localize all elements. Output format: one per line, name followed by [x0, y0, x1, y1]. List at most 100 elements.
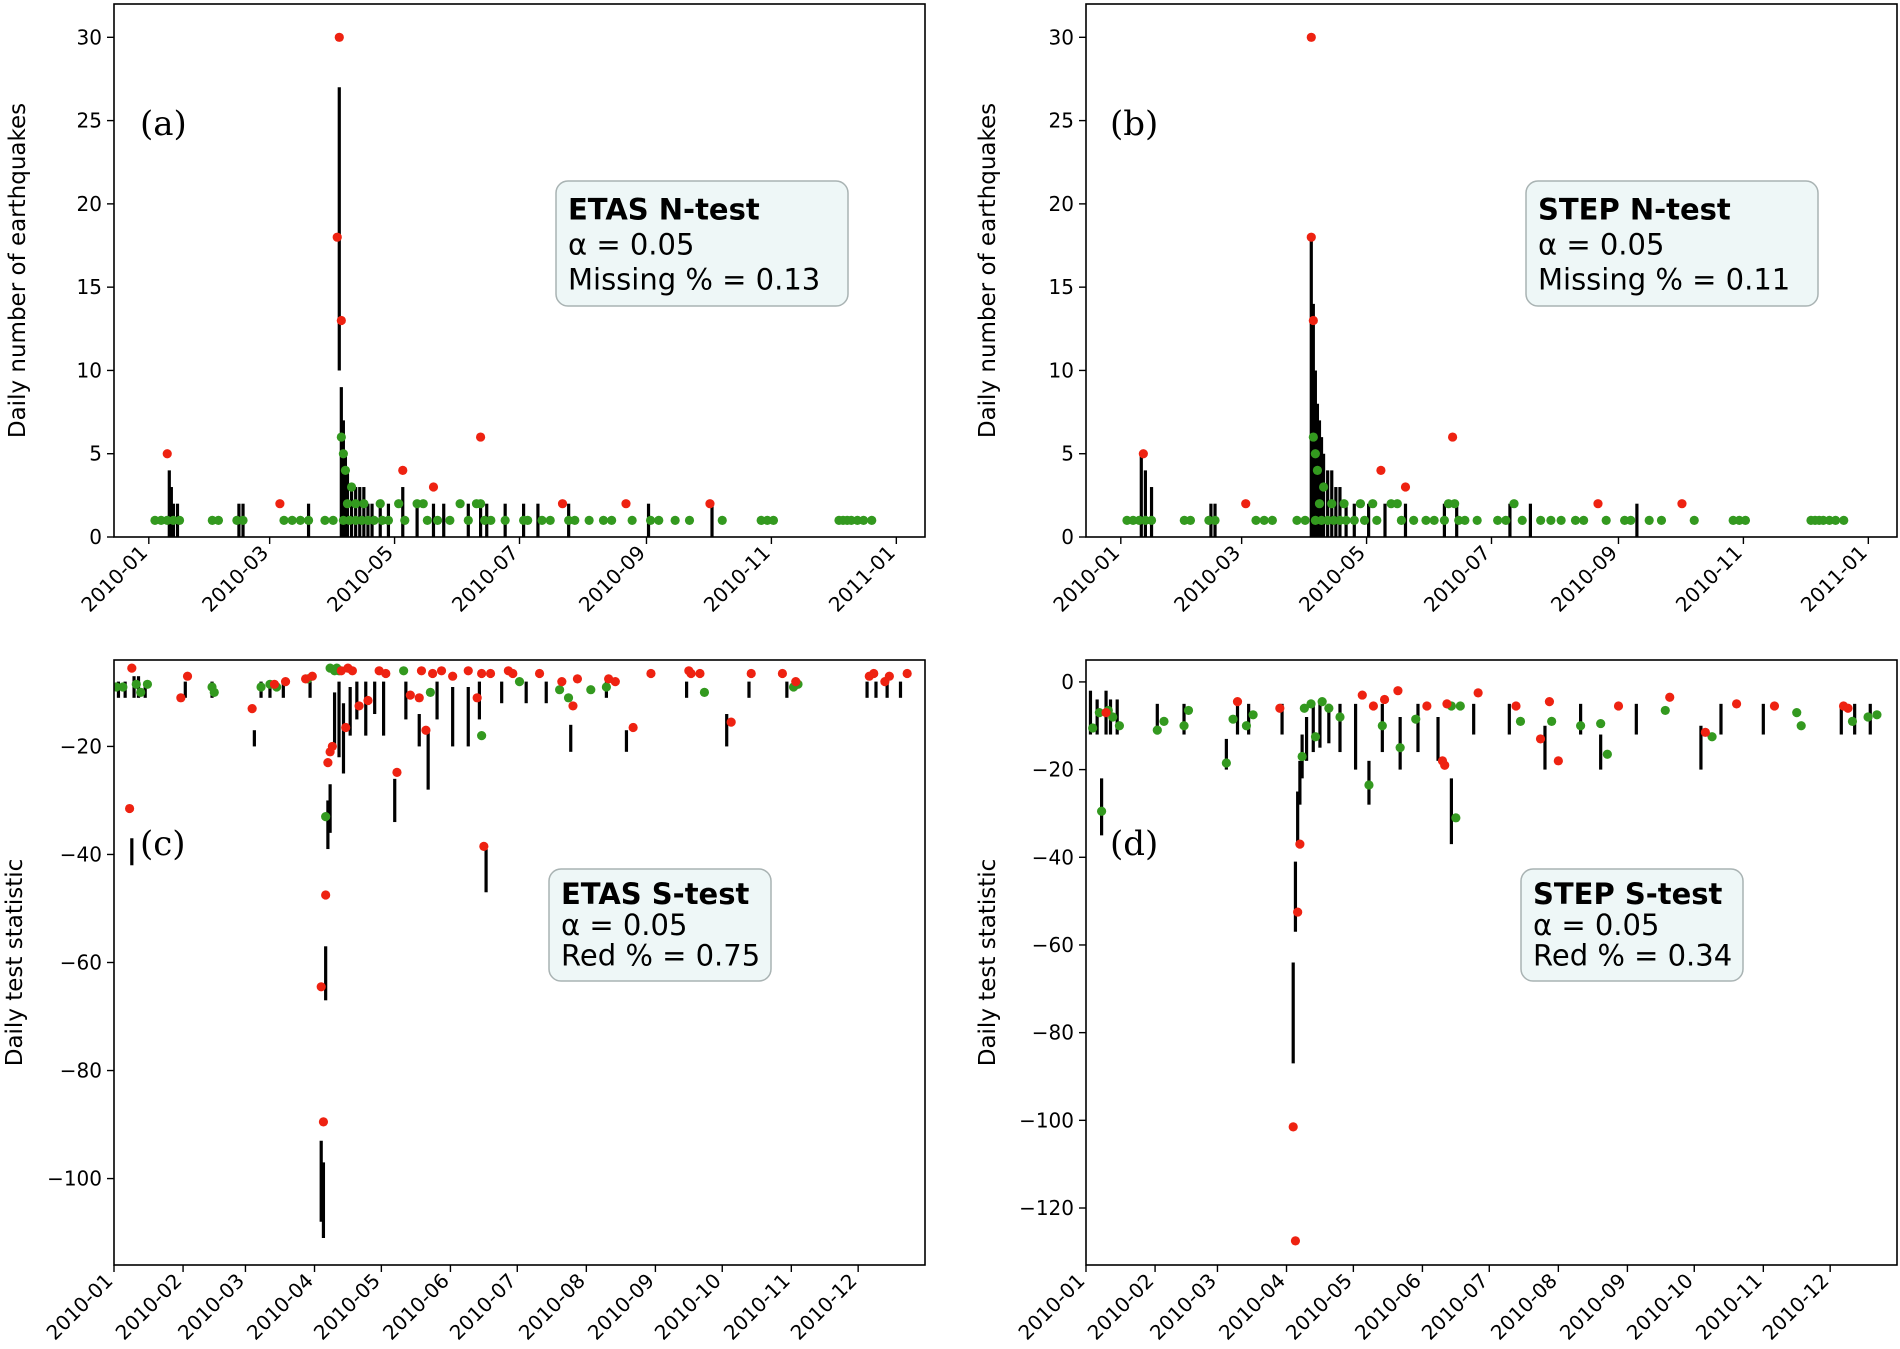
red-point — [463, 666, 473, 676]
green-point — [545, 515, 555, 525]
red-point — [323, 758, 333, 768]
red-point — [726, 717, 736, 727]
red-point — [405, 690, 415, 700]
red-point — [1677, 499, 1687, 509]
stats-box-bg — [1525, 180, 1819, 307]
green-point — [699, 687, 710, 698]
green-point — [1460, 515, 1470, 525]
red-point — [479, 841, 489, 851]
x-tick-label: 2011-01 — [1796, 541, 1872, 617]
green-point — [1395, 743, 1405, 753]
green-point — [383, 515, 394, 525]
green-point — [1830, 515, 1841, 525]
stats-box-percent: Missing % = 0.13 — [568, 263, 820, 297]
green-point — [1515, 716, 1526, 726]
green-point — [1872, 710, 1882, 720]
chart-panel-d: 0−20−40−60−80−100−1202010-012010-022010-… — [975, 659, 1898, 1345]
red-point — [247, 704, 257, 714]
green-point — [1707, 732, 1717, 742]
green-point — [1088, 723, 1098, 733]
red-point — [280, 677, 291, 687]
y-tick-label: 10 — [77, 358, 102, 382]
y-tick-label: 0 — [1061, 525, 1074, 549]
green-point — [1228, 714, 1238, 724]
green-point — [1392, 499, 1402, 509]
green-point — [1421, 515, 1431, 525]
red-point — [318, 1117, 329, 1127]
stats-box-bg — [548, 868, 772, 982]
red-point — [336, 315, 346, 326]
green-point — [287, 515, 297, 525]
green-point — [1179, 721, 1189, 731]
red-point — [1295, 839, 1305, 849]
y-tick-label: −100 — [1019, 1108, 1074, 1132]
x-tick-label: 2010-06 — [378, 1269, 454, 1345]
green-point — [425, 687, 435, 698]
green-point — [1660, 705, 1670, 716]
green-point — [1429, 515, 1439, 525]
red-point — [354, 701, 364, 711]
red-point — [307, 671, 317, 681]
y-tick-label: 0 — [89, 525, 102, 549]
green-point — [375, 499, 385, 509]
red-point — [127, 663, 137, 673]
y-axis-label: Daily number of earthquakes — [5, 103, 31, 438]
red-point — [557, 499, 568, 509]
green-point — [1310, 732, 1321, 742]
red-point — [1308, 315, 1318, 326]
green-point — [1839, 515, 1849, 525]
y-tick-label: 30 — [77, 25, 102, 49]
stats-box-alpha: α = 0.05 — [1538, 228, 1664, 262]
green-point — [1740, 515, 1751, 525]
chart-panel-b: 0 5 10 15 20 25 30 2010-01 2010-03 2010-05 2010-07… — [975, 3, 1898, 617]
green-point — [523, 515, 533, 525]
green-point — [514, 677, 525, 687]
green-point — [328, 515, 338, 525]
green-point — [1359, 515, 1370, 525]
red-point — [1843, 703, 1853, 713]
green-point — [422, 515, 432, 525]
red-point — [705, 499, 715, 509]
green-point — [1355, 499, 1366, 509]
green-point — [238, 515, 248, 525]
x-tick-label: 2010-03 — [173, 1269, 249, 1345]
green-point — [445, 515, 455, 525]
red-point — [557, 677, 567, 687]
green-point — [570, 515, 580, 525]
red-point — [1288, 1122, 1298, 1132]
red-point — [1440, 760, 1450, 770]
x-tick-label: 2010-03 — [1169, 541, 1245, 617]
green-point — [1299, 703, 1309, 713]
green-point — [399, 666, 409, 676]
red-point — [1553, 756, 1563, 766]
x-tick-label: 2011-01 — [824, 541, 900, 617]
green-point — [369, 515, 379, 525]
green-point — [1185, 515, 1196, 525]
green-point — [1108, 712, 1118, 722]
x-tick-label: 2010-01 — [76, 541, 152, 617]
green-point — [1341, 515, 1351, 525]
x-tick-label: 2010-11 — [699, 541, 775, 617]
red-point — [1290, 1236, 1301, 1246]
green-point — [1114, 721, 1125, 731]
red-point — [777, 668, 788, 679]
red-point — [436, 666, 447, 676]
green-point — [486, 515, 496, 525]
green-point — [1210, 515, 1220, 525]
green-point — [1556, 515, 1566, 525]
green-point — [1570, 515, 1581, 525]
red-point — [472, 693, 482, 703]
plot-area — [1088, 686, 1882, 1246]
green-point — [455, 499, 465, 509]
chart-panel-a: 0 5 10 15 20 25 30 2010-01 2010-03 2010-05 2010-07… — [5, 3, 926, 617]
red-point — [621, 499, 631, 509]
green-point — [1601, 515, 1611, 525]
green-point — [607, 515, 617, 525]
green-point — [1455, 701, 1465, 711]
x-tick-label: 2010-07 — [1419, 541, 1495, 617]
green-point — [351, 499, 361, 509]
green-point — [1439, 515, 1449, 525]
green-point — [1656, 515, 1667, 525]
red-point — [1511, 701, 1521, 711]
